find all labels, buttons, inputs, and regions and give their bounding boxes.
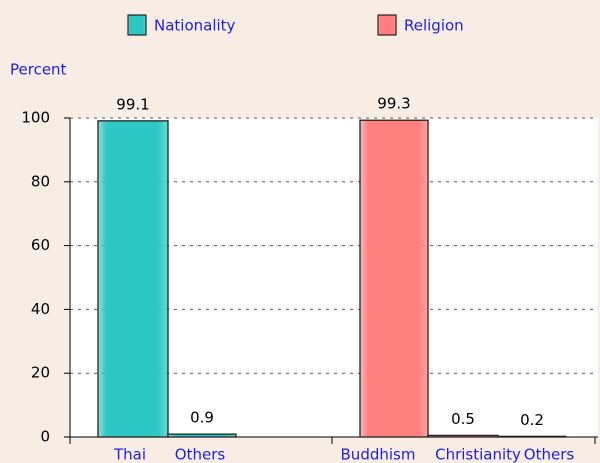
- y-tick-label: 20: [31, 364, 50, 382]
- y-tick-label: 60: [31, 236, 50, 254]
- y-tick-label: 40: [31, 300, 50, 318]
- bar: [359, 119, 429, 438]
- legend-swatch: [127, 14, 147, 36]
- legend-label: Religion: [404, 17, 464, 35]
- bar: [167, 433, 237, 438]
- legend-label: Nationality: [154, 17, 236, 35]
- value-label: 99.3: [377, 95, 410, 113]
- bar: [97, 120, 169, 438]
- bar: [427, 434, 499, 438]
- y-tick-label: 80: [31, 172, 50, 190]
- x-tick-label: Buddhism: [341, 446, 416, 463]
- bar: [497, 435, 567, 438]
- value-label: 99.1: [116, 95, 149, 113]
- x-tick-label: Thai: [113, 446, 146, 463]
- legend-swatch: [377, 14, 397, 36]
- y-axis-label: Percent: [10, 61, 67, 79]
- value-label: 0.2: [520, 411, 544, 429]
- y-tick-label: 0: [40, 428, 50, 446]
- x-tick-label: Others: [524, 446, 575, 463]
- value-label: 0.5: [451, 410, 475, 428]
- x-tick-label: Christianity: [435, 446, 521, 463]
- x-tick-label: Others: [175, 446, 226, 463]
- value-label: 0.9: [190, 409, 214, 427]
- y-tick-label: 100: [21, 109, 50, 127]
